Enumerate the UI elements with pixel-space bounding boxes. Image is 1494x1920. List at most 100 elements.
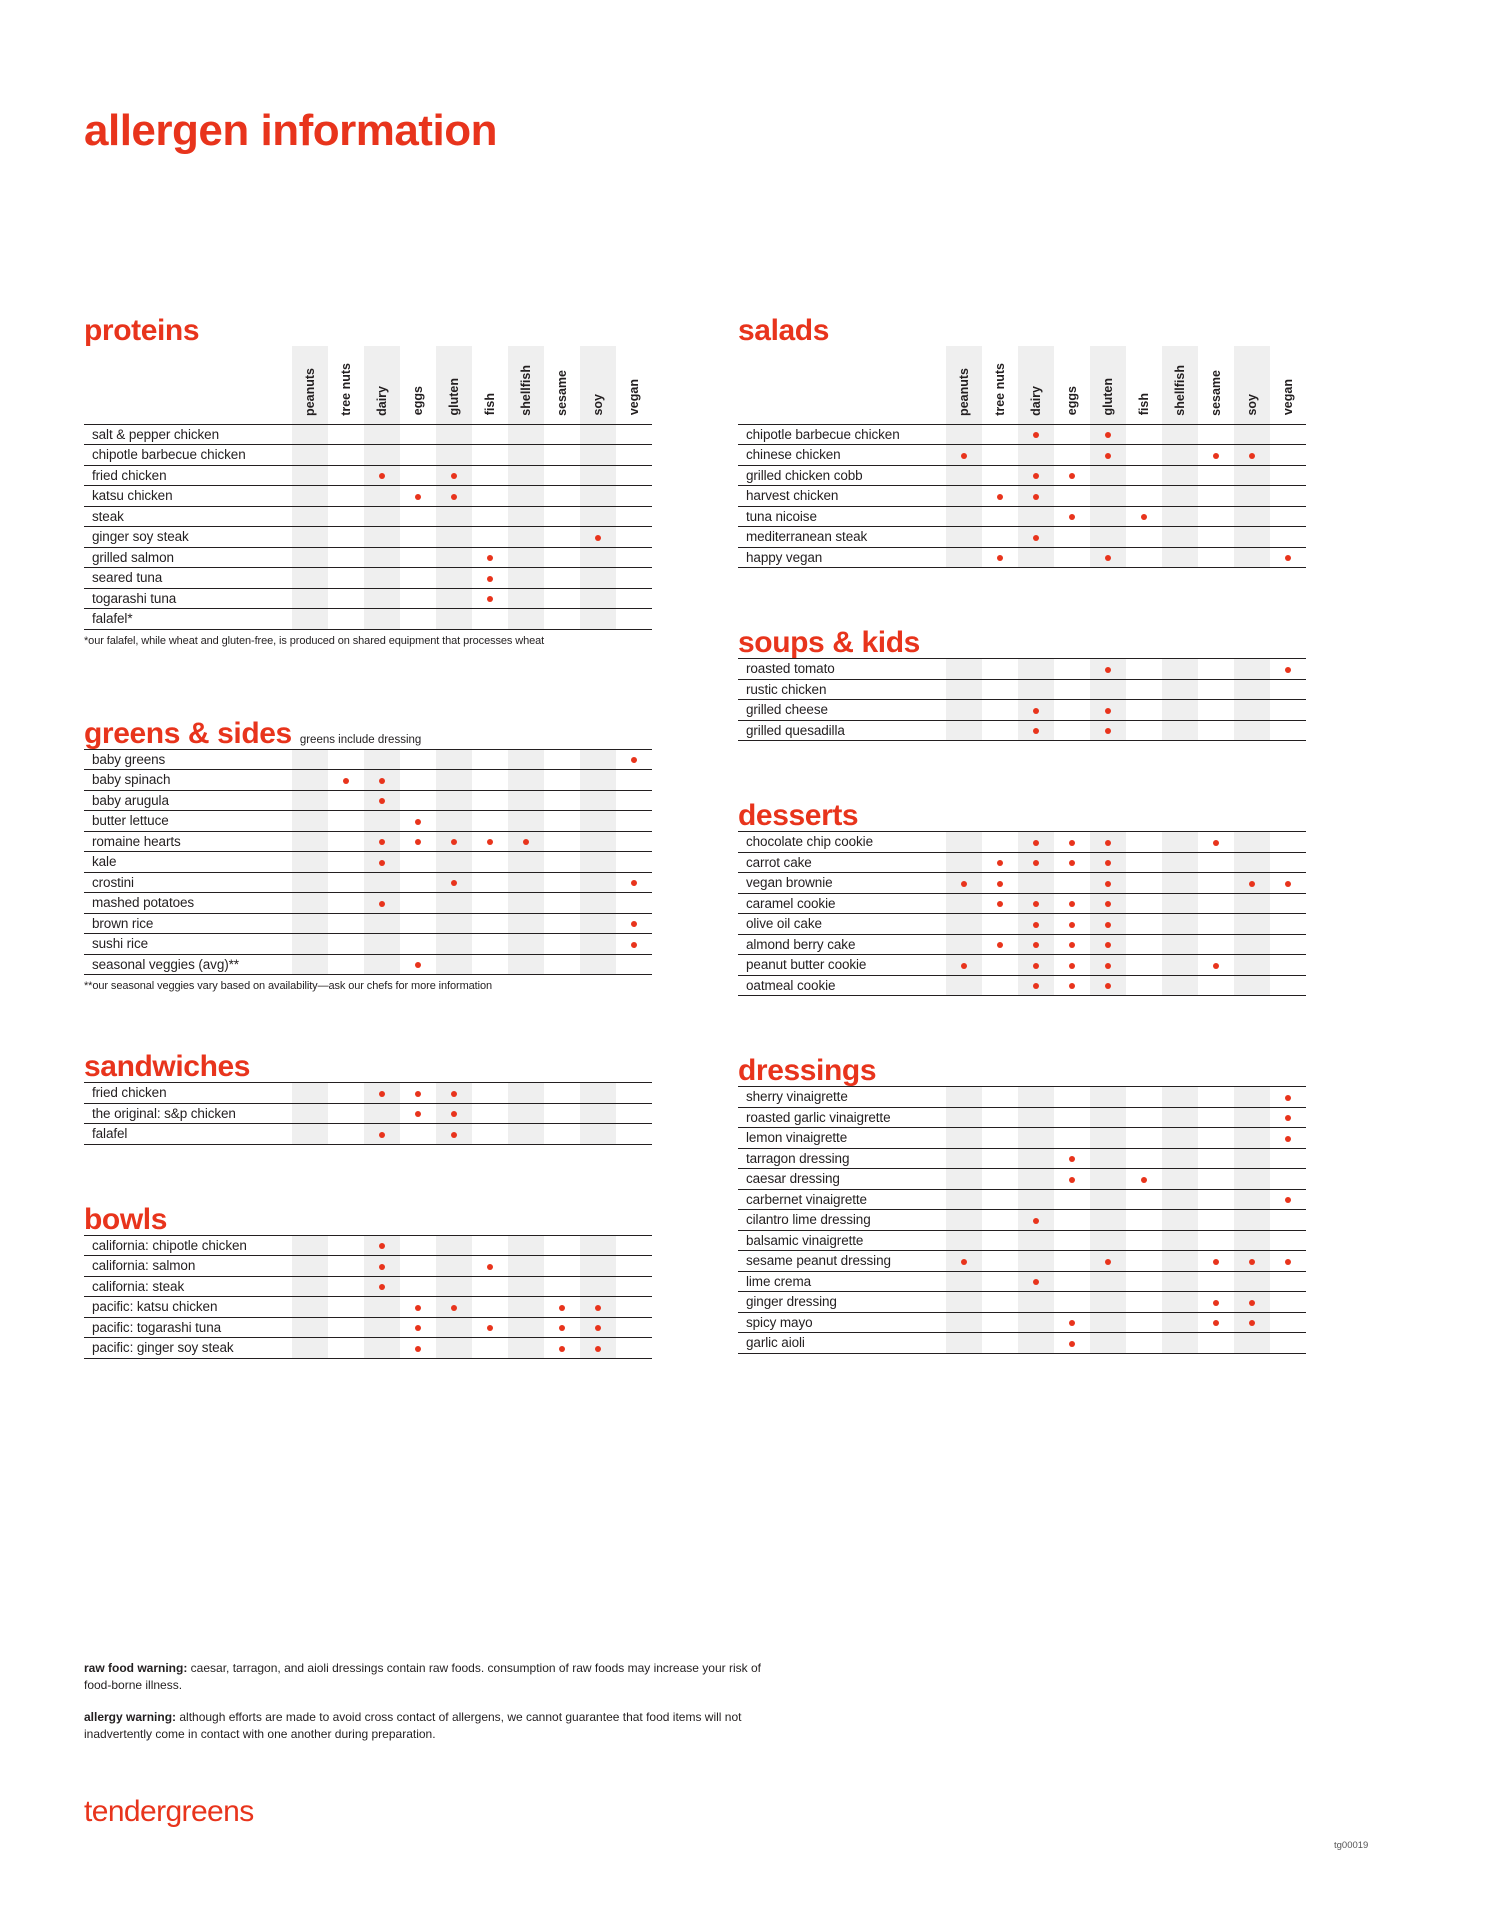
column-header-label: gluten	[446, 378, 461, 416]
allergen-cell-sesame	[544, 485, 580, 506]
allergen-cell-eggs	[1054, 1250, 1090, 1271]
allergen-cell-fish	[1126, 1270, 1162, 1292]
allergen-cell-shellfish	[1162, 913, 1198, 934]
warning-label: raw food warning:	[84, 1661, 188, 1675]
allergen-cell-eggs	[1054, 1229, 1090, 1251]
allergen-cell-shellfish	[1162, 1229, 1198, 1251]
allergen-cell-dairy	[364, 526, 400, 547]
allergen-cell-gluten	[436, 851, 472, 872]
allergen-dot-icon	[1069, 473, 1075, 480]
allergen-cell-soy	[1234, 678, 1270, 700]
allergen-cell-peanuts	[292, 485, 328, 506]
allergen-cell-vegan	[1270, 831, 1306, 852]
allergen-cell-tree-nuts	[328, 485, 364, 506]
allergen-dot-icon	[451, 1131, 457, 1138]
table-row: tarragon dressing	[738, 1147, 1306, 1169]
allergen-dot-icon	[415, 1111, 421, 1118]
allergen-cell-fish	[472, 871, 508, 893]
menu-item-name: peanut butter cookie	[738, 954, 946, 975]
menu-item-name: cilantro lime dressing	[738, 1209, 946, 1230]
allergen-cell-dairy	[1018, 423, 1054, 445]
allergen-cell-gluten	[436, 892, 472, 913]
menu-item-name: sushi rice	[84, 933, 292, 954]
menu-item-name: mediterranean steak	[738, 526, 946, 547]
allergen-cell-sesame	[544, 1337, 580, 1359]
allergen-cell-fish	[1126, 485, 1162, 506]
allergen-cell-tree-nuts	[328, 933, 364, 954]
allergen-cell-sesame	[544, 1275, 580, 1297]
allergen-cell-eggs	[1054, 933, 1090, 955]
menu-item-name: california: steak	[84, 1275, 292, 1297]
allergen-cell-shellfish	[508, 505, 544, 527]
table-row: fried chicken	[84, 1082, 652, 1103]
allergen-dot-icon	[1105, 707, 1111, 714]
menu-item-name: brown rice	[84, 912, 292, 934]
allergen-dot-icon	[1069, 962, 1075, 969]
allergen-cell-soy	[580, 892, 616, 913]
menu-item-name: romaine hearts	[84, 830, 292, 852]
allergen-cell-eggs	[1054, 1291, 1090, 1312]
allergen-cell-dairy	[1018, 444, 1054, 465]
allergen-cell-peanuts	[292, 851, 328, 872]
allergen-dot-icon	[1033, 534, 1039, 541]
allergen-cell-peanuts	[292, 748, 328, 770]
allergen-cell-soy	[1234, 892, 1270, 914]
allergen-cell-gluten	[1090, 526, 1126, 547]
allergen-dot-icon	[451, 473, 457, 480]
allergen-cell-shellfish	[508, 1337, 544, 1359]
table-row: lime crema	[738, 1270, 1306, 1292]
allergen-cell-gluten	[1090, 699, 1126, 720]
table-row: garlic aioli	[738, 1332, 1306, 1354]
allergen-cell-eggs	[400, 769, 436, 790]
allergen-dot-icon	[1069, 1176, 1075, 1183]
allergen-cell-gluten	[1090, 913, 1126, 934]
allergen-dot-icon	[1141, 1176, 1147, 1183]
allergen-dot-icon	[1105, 860, 1111, 867]
allergen-dot-icon	[415, 493, 421, 500]
allergen-cell-peanuts	[292, 1337, 328, 1359]
section-header-bowls: bowls	[84, 1189, 672, 1235]
allergen-cell-soy	[580, 1123, 616, 1145]
table-row: sherry vinaigrette	[738, 1086, 1306, 1107]
allergen-cell-gluten	[1090, 485, 1126, 506]
allergen-cell-shellfish	[508, 526, 544, 547]
column-header-label: eggs	[410, 386, 425, 416]
allergen-cell-fish	[472, 769, 508, 790]
column-header-label: vegan	[626, 379, 641, 416]
allergen-cell-soy	[580, 485, 616, 506]
allergen-cell-peanuts	[292, 1234, 328, 1256]
allergen-cell-sesame	[1198, 1168, 1234, 1189]
allergen-cell-peanuts	[946, 831, 982, 852]
allergen-dot-icon	[343, 777, 349, 784]
allergen-cell-fish	[472, 1275, 508, 1297]
allergen-cell-vegan	[616, 830, 652, 852]
menu-item-name: togarashi tuna	[84, 587, 292, 609]
allergen-cell-eggs	[400, 810, 436, 831]
allergen-cell-fish	[472, 485, 508, 506]
table-row: california: salmon	[84, 1255, 652, 1276]
allergen-cell-fish	[472, 1337, 508, 1359]
allergen-cell-tree-nuts	[982, 974, 1018, 996]
allergen-cell-eggs	[400, 1234, 436, 1256]
allergen-cell-tree-nuts	[328, 1082, 364, 1103]
table-row: carrot cake	[738, 851, 1306, 873]
allergen-cell-vegan	[1270, 1168, 1306, 1189]
allergen-cell-sesame	[1198, 1311, 1234, 1333]
table-row: roasted garlic vinaigrette	[738, 1106, 1306, 1128]
table-row: happy vegan	[738, 546, 1306, 568]
column-header-eggs: eggs	[1054, 346, 1090, 424]
allergen-cell-eggs	[1054, 658, 1090, 679]
menu-item-name: happy vegan	[738, 546, 946, 568]
allergen-cell-eggs	[1054, 678, 1090, 700]
allergen-cell-sesame	[544, 608, 580, 630]
menu-item-name: roasted garlic vinaigrette	[738, 1106, 946, 1128]
table-row: pacific: ginger soy steak	[84, 1337, 652, 1359]
allergen-dot-icon	[1033, 728, 1039, 735]
allergen-cell-tree-nuts	[328, 912, 364, 934]
allergen-dot-icon	[379, 900, 385, 907]
column-header-tree-nuts: tree nuts	[982, 346, 1018, 424]
section-header-soups-and-kids: soups & kids	[738, 612, 1344, 658]
allergen-cell-fish	[472, 526, 508, 547]
table-row: mediterranean steak	[738, 526, 1306, 547]
allergen-cell-tree-nuts	[982, 658, 1018, 679]
